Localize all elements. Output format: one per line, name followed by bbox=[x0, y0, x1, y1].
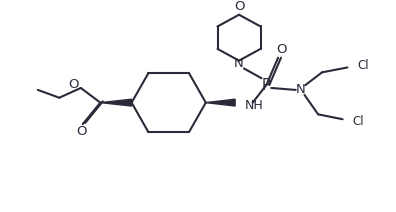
Text: Cl: Cl bbox=[352, 115, 364, 128]
Text: P: P bbox=[262, 78, 271, 93]
Text: O: O bbox=[76, 126, 87, 138]
Text: O: O bbox=[234, 0, 244, 13]
Polygon shape bbox=[206, 99, 235, 106]
Text: N: N bbox=[296, 84, 305, 96]
Text: Cl: Cl bbox=[357, 59, 369, 72]
Text: O: O bbox=[277, 43, 287, 56]
Polygon shape bbox=[100, 99, 131, 106]
Text: O: O bbox=[69, 78, 79, 91]
Text: N: N bbox=[234, 57, 244, 70]
Text: NH: NH bbox=[245, 99, 264, 112]
